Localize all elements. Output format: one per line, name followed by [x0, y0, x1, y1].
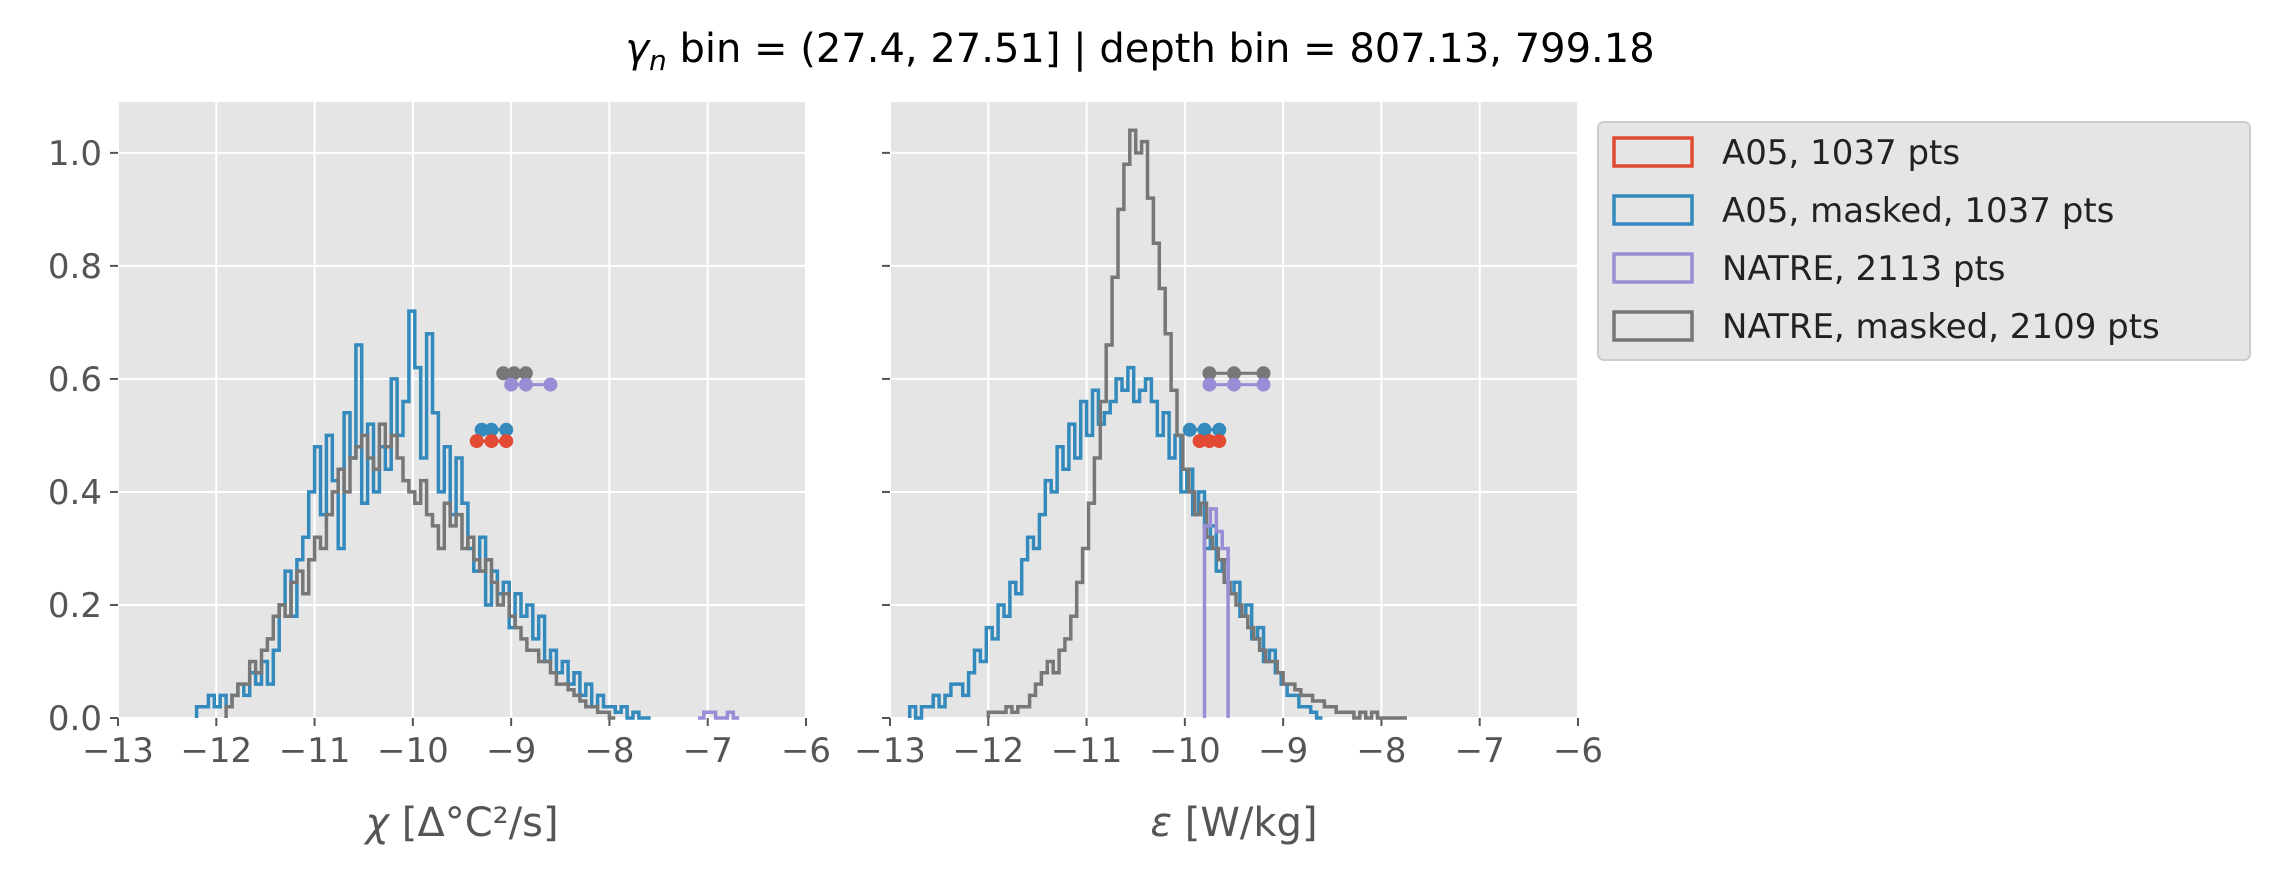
marker-point-a05	[499, 434, 514, 449]
chi-histogram-axes: −13 −12 −11 −10 −9 −8 −7 −6 0.0 0.2 0.4 0.6 0.8 1.0	[48, 102, 831, 771]
x-tick-label: −9	[1258, 731, 1308, 771]
marker-point-a05	[1192, 434, 1207, 449]
marker-point-a05-masked	[474, 422, 489, 437]
plot-area	[890, 102, 1578, 718]
marker-point-a05-masked	[1182, 422, 1197, 437]
series-a05-masked-step	[194, 309, 651, 720]
legend-frame	[1597, 121, 2251, 361]
marker-point-natre-masked	[507, 366, 522, 381]
series-natre-step	[1202, 507, 1230, 718]
marker-point-a05-masked	[499, 422, 514, 437]
marker-point-a05-masked	[1197, 422, 1212, 437]
legend-label: NATRE, 2113 pts	[1722, 249, 2006, 289]
x-tick-label: −13	[854, 731, 926, 771]
legend-label: A05, masked, 1037 pts	[1722, 191, 2114, 231]
series-natre-step	[697, 710, 740, 720]
legend-swatch	[1612, 194, 1694, 226]
marker-point-natre	[504, 377, 519, 392]
marker-point-natre-masked	[518, 366, 533, 381]
title-subscript: n	[649, 44, 667, 77]
x-tick-label: −12	[180, 731, 252, 771]
marker-point-a05	[469, 434, 484, 449]
y-tick-label: 0.2	[48, 586, 102, 626]
y-tick-label: 0.8	[48, 247, 102, 287]
x-tick-label: −12	[952, 731, 1024, 771]
epsilon-histogram-axes: −13 −12 −11 −10 −9 −8 −7 −6	[854, 102, 1603, 771]
marker-point-natre	[543, 377, 558, 392]
chi-xlabel: χ [Δ°C²/s]	[363, 800, 558, 846]
x-tick-label: −8	[1356, 731, 1406, 771]
legend-swatch	[1612, 136, 1694, 168]
title-rest: bin = (27.4, 27.51] | depth bin = 807.13…	[667, 26, 1655, 72]
marker-point-a05	[1212, 434, 1227, 449]
x-tick-label: −11	[1051, 731, 1123, 771]
marker-point-natre-masked	[1227, 366, 1241, 381]
y-tick-label: 0.4	[48, 473, 102, 513]
epsilon-xlabel: ε [W/kg]	[1150, 800, 1317, 846]
x-tick-label: −10	[377, 731, 449, 771]
x-tick-label: −6	[781, 731, 831, 771]
marker-point-a05-masked	[1212, 422, 1227, 437]
title-symbol: γ	[625, 26, 651, 72]
legend: A05, 1037 pts A05, masked, 1037 pts NATRE,…	[1597, 121, 2251, 361]
x-tick-label: −6	[1553, 731, 1603, 771]
y-tick-label: 1.0	[48, 134, 102, 174]
series-natre-masked-step	[986, 128, 1407, 720]
marker-point-natre	[518, 377, 533, 392]
x-tick-label: −8	[584, 731, 634, 771]
marker-point-natre	[1227, 377, 1241, 392]
marker-point-a05-masked	[484, 422, 499, 437]
marker-point-natre-masked	[1202, 366, 1217, 381]
legend-swatch	[1612, 310, 1694, 342]
marker-point-natre-masked	[496, 366, 511, 381]
marker-point-a05	[1202, 434, 1217, 449]
plot-area	[118, 102, 806, 718]
marker-point-a05	[484, 434, 499, 449]
series-natre-masked-step	[224, 422, 616, 720]
marker-point-natre	[1256, 377, 1271, 392]
legend-swatch	[1612, 252, 1694, 284]
marker-point-natre-masked	[1256, 366, 1271, 381]
x-tick-label: −10	[1149, 731, 1221, 771]
x-tick-label: −7	[683, 731, 733, 771]
x-tick-label: −13	[82, 731, 154, 771]
y-tick-label: 0.0	[48, 699, 102, 739]
marker-point-natre	[1202, 377, 1217, 392]
figure-title: γn bin = (27.4, 27.51] | depth bin = 807…	[625, 26, 1654, 77]
x-tick-label: −9	[486, 731, 536, 771]
x-tick-label: −7	[1455, 731, 1505, 771]
series-a05-masked-step	[907, 365, 1323, 720]
y-tick-label: 0.6	[48, 360, 102, 400]
x-tick-label: −11	[279, 731, 351, 771]
legend-label: A05, 1037 pts	[1722, 133, 1960, 173]
legend-label: NATRE, masked, 2109 pts	[1722, 307, 2160, 347]
